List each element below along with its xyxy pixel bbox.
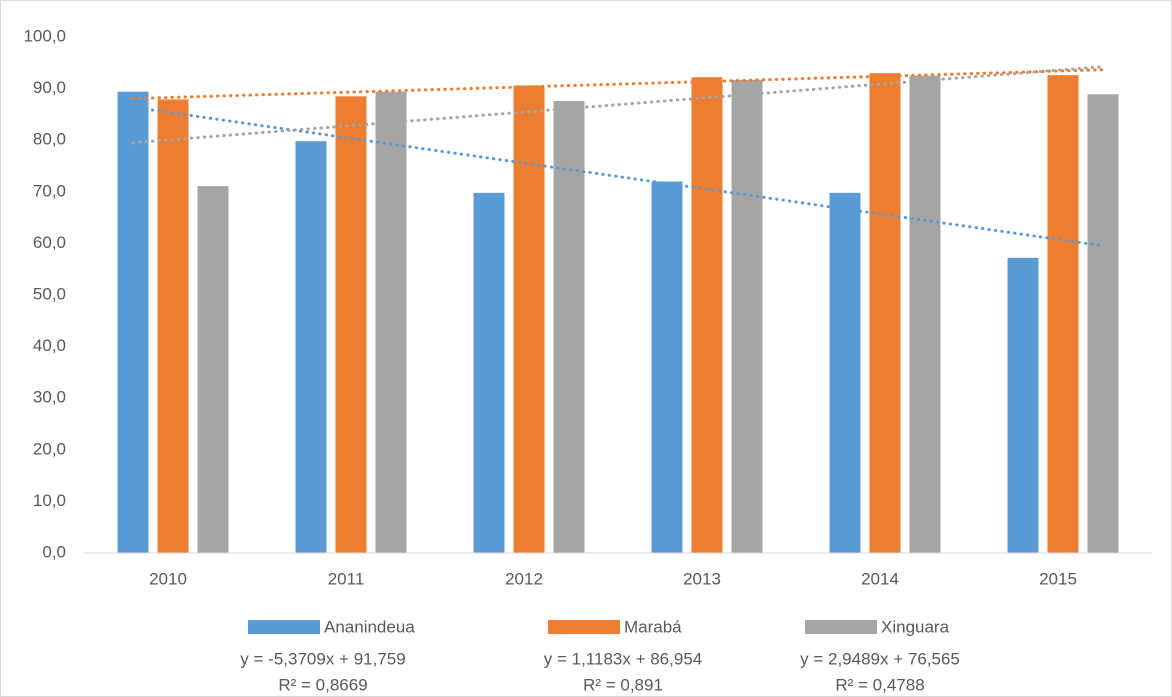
- bar: [691, 77, 723, 554]
- bar: [295, 141, 327, 553]
- trendline-r-squared: R² = 0,4788: [835, 675, 924, 694]
- trendline: [131, 68, 1105, 101]
- y-tick-label: 30,0: [33, 388, 66, 407]
- bar: [335, 96, 367, 553]
- legend-swatch: [248, 620, 320, 634]
- bar: [651, 181, 683, 554]
- y-tick-label: 80,0: [33, 130, 66, 149]
- trendline-equation: y = 1,1183x + 86,954: [544, 649, 702, 668]
- trendline: [131, 65, 1105, 145]
- x-tick-label: 2014: [861, 569, 899, 588]
- trendline-r-squared: R² = 0,8669: [278, 675, 367, 694]
- legend-swatch: [805, 620, 877, 634]
- y-tick-label: 40,0: [33, 336, 66, 355]
- trendline-equation: y = -5,3709x + 91,759: [240, 649, 405, 668]
- bar: [473, 192, 505, 553]
- y-tick-label: 20,0: [33, 439, 66, 458]
- y-tick-label: 90,0: [33, 78, 66, 97]
- legend-swatch: [548, 620, 620, 634]
- bar: [375, 91, 407, 554]
- y-tick-label: 100,0: [23, 26, 66, 45]
- x-tick-label: 2011: [328, 569, 365, 588]
- trendline-equation: y = 2,9489x + 76,565: [800, 649, 960, 668]
- y-tick-label: 70,0: [33, 181, 66, 200]
- x-tick-label: 2013: [683, 569, 721, 588]
- bar: [731, 79, 763, 553]
- x-tick-label: 2012: [505, 569, 543, 588]
- y-tick-label: 50,0: [33, 284, 66, 303]
- legend-label: Marabá: [624, 617, 682, 636]
- bar: [869, 73, 901, 554]
- y-tick-label: 0,0: [42, 542, 66, 561]
- bar: [1087, 94, 1119, 553]
- legend-label: Ananindeua: [324, 617, 415, 636]
- bar: [197, 186, 229, 553]
- bar: [829, 192, 861, 553]
- bar: [117, 91, 149, 554]
- x-tick-label: 2010: [149, 569, 187, 588]
- y-tick-label: 60,0: [33, 233, 66, 252]
- bar: [1047, 75, 1079, 554]
- legend-label: Xinguara: [881, 617, 950, 636]
- bar: [157, 99, 189, 553]
- bar: [1007, 257, 1039, 553]
- x-tick-label: 2015: [1039, 569, 1077, 588]
- bar: [909, 75, 941, 553]
- y-tick-label: 10,0: [33, 491, 66, 510]
- bar: [513, 85, 545, 553]
- bar: [553, 100, 585, 553]
- trendline-r-squared: R² = 0,891: [583, 675, 663, 694]
